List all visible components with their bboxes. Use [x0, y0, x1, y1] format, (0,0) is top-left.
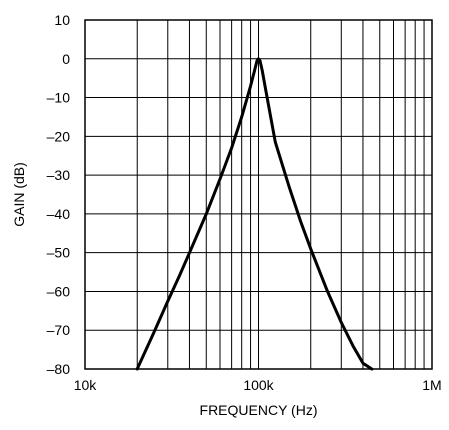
plot-frame [84, 19, 433, 370]
y-tick-label: –30 [47, 167, 71, 183]
y-tick-label: –20 [47, 128, 71, 144]
y-tick-label: 10 [54, 12, 70, 28]
x-tick-label: 1M [422, 377, 441, 393]
series [135, 57, 374, 371]
y-tick-label: –60 [47, 283, 71, 299]
y-axis-label: GAIN (dB) [11, 162, 27, 227]
grid [85, 20, 432, 369]
y-tick-label: 0 [62, 51, 70, 67]
y-tick-label: –80 [47, 361, 71, 377]
x-axis-label: FREQUENCY (Hz) [200, 402, 318, 418]
x-tick-label: 10k [74, 377, 98, 393]
y-tick-label: –50 [47, 245, 71, 261]
series-line [135, 57, 374, 371]
y-tick-label: –40 [47, 206, 71, 222]
y-tick-label: –70 [47, 322, 71, 338]
y-tick-label: –10 [47, 90, 71, 106]
x-tick-label: 100k [243, 377, 274, 393]
